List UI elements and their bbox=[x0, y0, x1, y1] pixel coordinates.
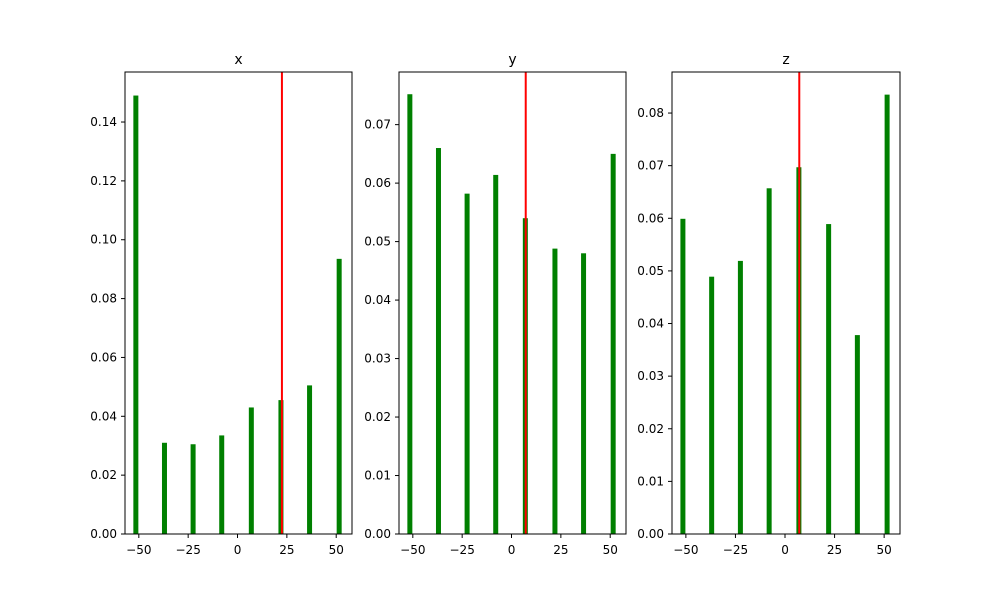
x-tick-label: 50 bbox=[329, 543, 344, 557]
bar bbox=[854, 335, 860, 534]
y-tick-label: 0.03 bbox=[637, 369, 664, 383]
y-tick-label: 0.02 bbox=[637, 422, 664, 436]
y-tick-label: 0.06 bbox=[90, 350, 117, 364]
bar bbox=[407, 94, 413, 535]
y-tick-label: 0.02 bbox=[90, 468, 117, 482]
y-tick-label: 0.10 bbox=[90, 233, 117, 247]
bar bbox=[307, 385, 313, 534]
x-tick-label: 50 bbox=[603, 543, 618, 557]
x-tick-label: −50 bbox=[673, 543, 698, 557]
bar bbox=[826, 224, 832, 534]
x-tick-label: 0 bbox=[234, 543, 242, 557]
y-tick-label: 0.08 bbox=[637, 106, 664, 120]
x-tick-label: 0 bbox=[781, 543, 789, 557]
subplot-y: y −50 −25 0 25 50 0.00 0.01 0.02 0.03 0.04 0.05 0.06… bbox=[364, 52, 627, 557]
bar bbox=[219, 435, 225, 534]
bar bbox=[190, 444, 196, 534]
y-tick-label: 0.00 bbox=[637, 527, 664, 541]
y-tick-label: 0.07 bbox=[364, 118, 391, 132]
x-tick-label: −50 bbox=[400, 543, 425, 557]
subplot-title: y bbox=[508, 52, 516, 68]
bar bbox=[737, 260, 743, 534]
y-tick-label: 0.07 bbox=[637, 159, 664, 173]
bar bbox=[680, 218, 686, 534]
y-tick-label: 0.00 bbox=[364, 527, 391, 541]
axes-frame bbox=[398, 71, 627, 535]
bar bbox=[133, 95, 139, 534]
y-tick-label: 0.04 bbox=[90, 409, 117, 423]
bar bbox=[581, 253, 587, 534]
bar bbox=[884, 94, 890, 534]
bar bbox=[610, 153, 616, 534]
y-tick-label: 0.03 bbox=[364, 352, 391, 366]
subplot-z: z −50 −25 0 25 50 0.00 0.01 0.02 0.03 0.04 0.05 0.06… bbox=[637, 52, 901, 557]
x-tick-label: −25 bbox=[450, 543, 475, 557]
y-tick-label: 0.12 bbox=[90, 174, 117, 188]
bar bbox=[709, 276, 715, 534]
x-tick-label: −50 bbox=[126, 543, 151, 557]
bar bbox=[766, 188, 772, 534]
y-tick-label: 0.14 bbox=[90, 115, 117, 129]
bar bbox=[336, 258, 342, 534]
bar bbox=[552, 248, 558, 534]
x-tick-label: 0 bbox=[508, 543, 516, 557]
x-tick-label: 25 bbox=[827, 543, 842, 557]
x-tick-label: −25 bbox=[723, 543, 748, 557]
y-tick-label: 0.06 bbox=[637, 211, 664, 225]
y-tick-label: 0.05 bbox=[364, 235, 391, 249]
x-tick-label: −25 bbox=[176, 543, 201, 557]
y-tick-label: 0.01 bbox=[637, 474, 664, 488]
subplot-title: z bbox=[782, 52, 789, 68]
y-tick-label: 0.06 bbox=[364, 176, 391, 190]
subplot-x: x −50 −25 0 25 50 0.00 0.02 0.04 0.06 0.08 0.10 0.12… bbox=[90, 52, 353, 557]
y-tick-label: 0.02 bbox=[364, 410, 391, 424]
y-tick-label: 0.04 bbox=[364, 293, 391, 307]
bar bbox=[161, 442, 167, 534]
axes-frame bbox=[671, 71, 901, 535]
x-tick-label: 25 bbox=[553, 543, 568, 557]
subplot-title: x bbox=[234, 52, 242, 68]
bar bbox=[248, 407, 254, 534]
y-tick-label: 0.04 bbox=[637, 317, 664, 331]
y-tick-label: 0.01 bbox=[364, 469, 391, 483]
x-tick-label: 25 bbox=[279, 543, 294, 557]
axes-frame bbox=[124, 71, 353, 535]
bar bbox=[464, 193, 470, 534]
bar bbox=[493, 174, 499, 534]
y-tick-label: 0.08 bbox=[90, 292, 117, 306]
x-tick-label: 50 bbox=[876, 543, 891, 557]
y-tick-label: 0.00 bbox=[90, 527, 117, 541]
bar bbox=[435, 148, 441, 534]
y-tick-label: 0.05 bbox=[637, 264, 664, 278]
